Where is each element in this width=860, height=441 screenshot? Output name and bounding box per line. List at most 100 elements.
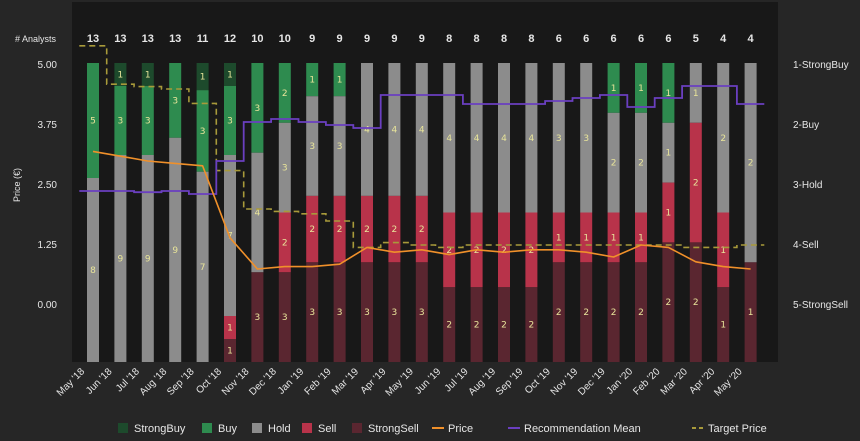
analyst-count: 8 [501,33,507,45]
bar-segment-sell [607,212,620,263]
bar-segment-sell [662,182,675,243]
bar-segment-strongsell [251,272,264,362]
legend-label-strongsell: StrongSell [368,423,419,435]
bar-segment-sell [498,212,510,288]
x-tick-label: May '20 [712,366,745,399]
bar-segment-hold [224,155,236,316]
x-tick-label: Dec '19 [576,366,608,398]
bar-segment-sell [580,212,593,263]
segment-count-label: 2 [748,159,754,169]
x-tick-label: Oct '18 [194,366,224,396]
y-tick-label: 0.00 [38,300,58,311]
segment-count-label: 9 [118,255,124,265]
bar-segment-strongsell [717,287,730,362]
segment-count-label: 1 [720,246,726,256]
segment-count-label: 3 [172,96,178,106]
segment-count-label: 2 [638,159,644,169]
segment-count-label: 1 [638,84,644,94]
x-tick-label: Sep '19 [494,366,526,398]
segment-count-label: 1 [227,71,233,81]
analyst-count: 9 [391,33,397,45]
bar-segment-hold [525,63,538,213]
bar-segment-strongsell [470,287,483,362]
bar-segment-strongsell [415,262,428,362]
legend-label-target: Target Price [708,423,767,435]
analysts-header: # Analysts [15,34,57,44]
x-tick-label: Oct '19 [523,366,553,396]
y-tick-label: 5.00 [38,60,58,71]
y-tick-label: 1.25 [38,240,58,251]
bar-segment-strongsell [224,339,236,362]
bar-segment-buy [278,63,291,123]
segment-count-label: 8 [90,266,96,276]
bar-segment-strongsell [388,262,401,362]
bar-segment-strongsell [662,242,675,362]
segment-count-label: 3 [419,308,425,318]
segment-count-label: 4 [529,134,535,144]
analyst-count: 6 [611,33,617,45]
analyst-count: 6 [556,33,562,45]
legend-swatch-hold [252,423,262,433]
bar-segment-strongsell [635,262,647,362]
bar-segment-strongbuy [114,63,127,86]
bar-segment-hold [498,63,510,213]
segment-count-label: 3 [309,142,315,152]
bar-segment-hold [196,171,209,362]
bar-segment-hold [251,152,264,273]
segment-count-label: 4 [446,134,452,144]
bar-segment-buy [87,63,99,178]
bar-segment-hold [169,137,182,362]
analyst-count: 5 [693,33,699,45]
bar-segment-sell [333,195,346,263]
bar-segment-buy [635,63,647,113]
segment-count-label: 1 [638,233,644,243]
bar-segment-hold [635,112,647,213]
bar-segment-hold [333,96,346,196]
segment-count-label: 2 [392,225,398,235]
segment-count-label: 1 [666,209,672,219]
bar-segment-buy [196,90,209,172]
segment-count-label: 3 [255,313,261,323]
bar-segment-strongsell [443,287,456,362]
bar-segment-hold [278,122,291,213]
segment-count-label: 3 [583,134,589,144]
bar-segment-strongsell [498,287,510,362]
x-tick-label: Nov '19 [549,366,581,398]
analyst-count: 11 [197,33,209,45]
analyst-count: 8 [474,33,480,45]
bar-segment-hold [141,155,154,362]
analyst-count: 9 [337,33,343,45]
segment-count-label: 2 [501,321,507,331]
segment-count-label: 1 [309,76,315,86]
segment-count-label: 3 [309,308,315,318]
analyst-count: 4 [748,33,755,45]
y-axis-label: Price (€) [12,168,22,202]
segment-count-label: 3 [118,117,124,127]
segment-count-label: 7 [200,263,206,273]
x-tick-label: Feb '20 [631,366,662,397]
bar-segment-sell [361,195,373,263]
legend-swatch-sell [302,423,312,433]
recommendation-mean-line [79,85,765,195]
segment-count-label: 3 [337,142,343,152]
bar-segment-hold [744,63,757,263]
bar-segment-sell [689,122,702,243]
price-line [92,150,751,270]
bar-segment-hold [717,63,730,213]
x-tick-label: Mar '20 [659,366,690,397]
segment-count-label: 1 [720,321,726,331]
bar-segment-strongsell [333,262,346,362]
rating-label: 5-StrongSell [793,300,848,311]
bar-segment-hold [470,63,483,213]
segment-count-label: 2 [501,246,507,256]
bar-segment-strongsell [607,262,620,362]
segment-count-label: 9 [145,255,151,265]
bar-segment-sell [306,195,319,263]
segment-count-label: 1 [337,76,343,86]
bar-segment-strongsell [361,262,373,362]
bar-segment-sell [717,212,730,288]
segment-count-label: 2 [419,225,425,235]
bar-segment-strongsell [278,272,291,362]
bar-segment-sell [635,212,647,263]
